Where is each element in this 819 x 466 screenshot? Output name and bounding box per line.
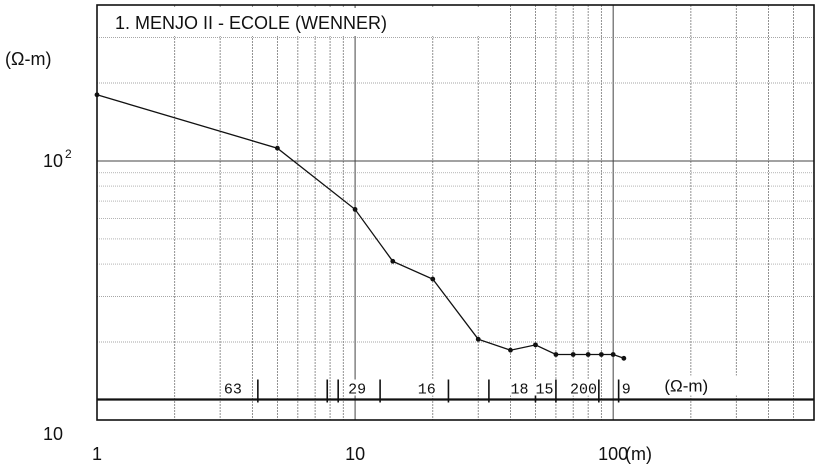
series-line bbox=[96, 94, 625, 359]
grid bbox=[96, 4, 815, 421]
title-background bbox=[105, 8, 480, 36]
layer-resistivity-label: 18 bbox=[510, 381, 528, 398]
data-point bbox=[570, 352, 576, 357]
y-tick-label: 10 bbox=[43, 151, 63, 171]
x-axis-unit: (m) bbox=[625, 444, 652, 464]
y-axis-label: (Ω-m) bbox=[5, 49, 51, 69]
data-point bbox=[430, 276, 436, 282]
data-point bbox=[610, 352, 616, 357]
sounding-curve bbox=[94, 92, 627, 361]
layer-resistivity-label: 29 bbox=[348, 381, 366, 398]
x-tick-label: 100 bbox=[598, 444, 628, 464]
layer-resistivity-label: 16 bbox=[418, 381, 436, 398]
data-point bbox=[352, 207, 358, 212]
data-point bbox=[533, 342, 538, 348]
data-point bbox=[598, 352, 604, 357]
y-tick-label: 10 bbox=[43, 424, 63, 444]
y-tick-exponent: 2 bbox=[65, 147, 72, 161]
layer-unit-label: (Ω-m) bbox=[664, 376, 708, 395]
layer-label-background bbox=[567, 379, 598, 396]
layer-unit-background bbox=[661, 375, 744, 396]
layer-resistivity-label: 15 bbox=[535, 381, 553, 398]
layer-resistivity-label: 9 bbox=[622, 381, 631, 398]
data-point bbox=[508, 347, 513, 353]
data-point bbox=[390, 258, 396, 264]
layer-resistivity-label: 63 bbox=[224, 381, 242, 398]
layer-label-background bbox=[619, 379, 633, 396]
data-point bbox=[553, 352, 559, 357]
data-point bbox=[621, 355, 627, 361]
layer-label-background bbox=[533, 379, 555, 396]
layer-resistivity-label: 200 bbox=[570, 381, 597, 398]
x-tick-label: 10 bbox=[345, 444, 365, 464]
layer-label-background bbox=[508, 379, 530, 396]
chart-title: 1. MENJO II - ECOLE (WENNER) bbox=[115, 13, 387, 33]
data-point bbox=[585, 352, 591, 357]
x-tick-label: 1 bbox=[92, 444, 102, 464]
plot-border bbox=[96, 4, 815, 421]
layer-label-background bbox=[346, 379, 368, 396]
data-point bbox=[274, 145, 280, 151]
data-point bbox=[475, 336, 481, 342]
layer-label-background bbox=[415, 379, 437, 396]
layer-model: 63 29 16 18 15 200 9 (Ω-m) bbox=[97, 375, 814, 403]
layer-label-background bbox=[221, 379, 243, 396]
